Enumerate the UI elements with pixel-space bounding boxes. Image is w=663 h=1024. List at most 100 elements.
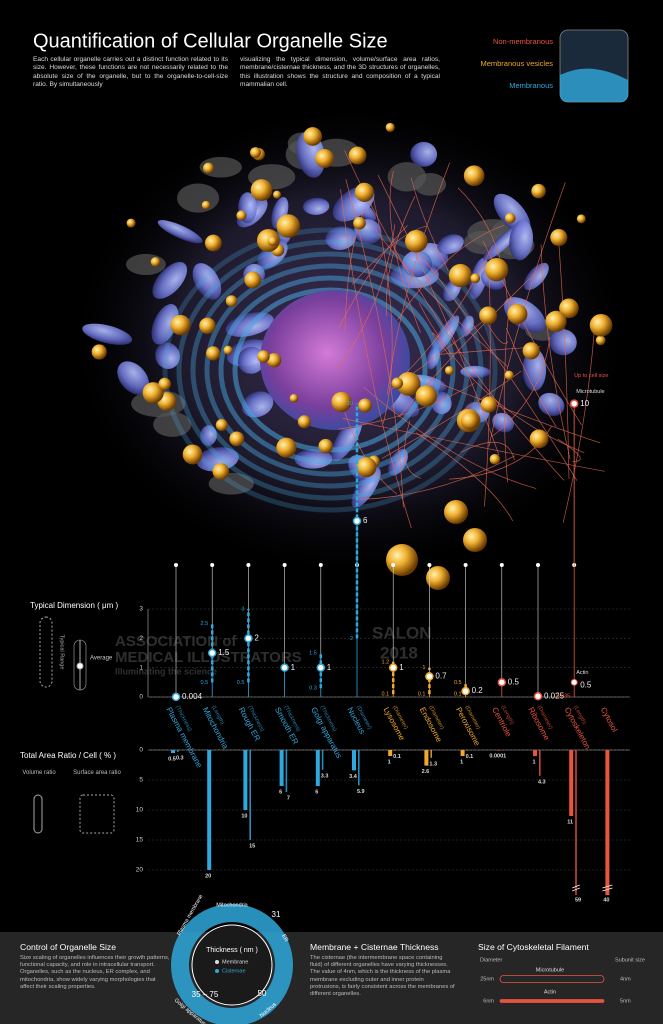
title: Quantification of Cellular Organelle Siz… — [33, 30, 388, 52]
vesicle — [297, 415, 311, 429]
vesicle — [391, 377, 404, 390]
filament — [359, 455, 515, 500]
vesicle — [444, 500, 468, 524]
vesicle — [463, 165, 485, 187]
range-label: 0.1 — [454, 692, 462, 698]
value-label: 1 — [388, 759, 391, 765]
value-label: 7 — [287, 795, 290, 801]
bar — [285, 750, 288, 792]
value-label: 0.7 — [435, 672, 447, 681]
bar — [358, 750, 360, 786]
intro-text: Each cellular organelle carries out a di… — [33, 56, 228, 89]
donut-title: Thickness ( nm ) — [206, 947, 258, 954]
pointer-end — [427, 563, 432, 567]
average-dot — [533, 692, 543, 701]
value-label: 6 — [363, 516, 368, 525]
value-label: 0.0001 — [489, 753, 506, 759]
average-dot — [497, 678, 507, 687]
range-label: 0.035 — [556, 693, 570, 699]
value-label: 11 — [567, 819, 573, 825]
range-label: 1 — [422, 665, 425, 671]
column-label: Diameter — [480, 957, 502, 963]
value-label: 6 — [315, 789, 318, 795]
filament — [413, 246, 578, 481]
value-label: 10 — [580, 399, 589, 408]
vesicle — [244, 271, 262, 289]
organelle-blue — [410, 141, 438, 167]
average-dot — [352, 516, 362, 526]
organelle-blue — [325, 226, 357, 250]
organelle-blue — [117, 361, 150, 395]
organelle-blue — [351, 467, 381, 508]
organelle-grey — [176, 183, 220, 213]
bar — [279, 750, 284, 786]
pointer-end — [536, 563, 540, 567]
filament — [484, 270, 491, 507]
organelle-blue — [237, 346, 265, 374]
vesicle — [595, 335, 606, 346]
value-label: 0.1 — [466, 754, 474, 760]
organelle-grey — [153, 412, 192, 437]
filament — [557, 438, 581, 462]
filament — [557, 228, 570, 479]
chart-title: Total Area Ratio / Cell ( % ) — [20, 751, 116, 760]
y-tick-label: 1 — [139, 664, 143, 671]
vesicle — [504, 212, 516, 224]
bar — [466, 750, 469, 751]
y-tick-label: 0 — [139, 694, 143, 701]
value-label: 59 — [575, 897, 581, 903]
value-label: 20 — [205, 873, 211, 879]
organelle-blue — [196, 447, 239, 472]
organelle-blue — [294, 448, 333, 469]
vesicle — [415, 385, 437, 407]
vesicle — [225, 295, 238, 307]
value-label: 10 — [241, 813, 247, 819]
bar — [315, 750, 320, 786]
pointer-end — [499, 563, 504, 567]
filament — [377, 174, 500, 456]
filament — [397, 224, 505, 320]
vesicle — [182, 444, 203, 465]
legend-surface — [79, 794, 115, 834]
organelle-blue — [303, 197, 330, 215]
legend-label: Surface area ratio — [73, 770, 121, 776]
vesicle — [356, 457, 377, 478]
range-label: 0.1 — [418, 692, 426, 698]
value-label: 0.5 — [168, 756, 176, 762]
organelle-blue — [549, 329, 577, 356]
watermark: SALON — [372, 623, 432, 642]
bar — [207, 750, 212, 870]
column-label: Subunit size — [615, 957, 645, 963]
legend-label: Average — [90, 656, 113, 662]
vesicle — [489, 453, 501, 465]
organelle-blue — [152, 262, 188, 299]
average-dot — [207, 648, 217, 658]
segment-value: 50 — [258, 989, 267, 998]
legend-average-dot — [76, 662, 84, 670]
vesicle — [559, 298, 579, 319]
filament — [432, 332, 451, 358]
value-label: 1 — [327, 663, 332, 672]
watermark: Illuminating the science — [115, 666, 217, 676]
organelle-blue — [155, 342, 180, 369]
actin-dot — [570, 678, 578, 686]
vesicle — [272, 190, 282, 199]
bottom-panel — [0, 932, 663, 1024]
panel-title: Size of Cytoskeletal Filament — [478, 942, 589, 952]
er-cisterna — [162, 227, 498, 513]
vesicle — [199, 317, 216, 334]
filament — [386, 196, 416, 317]
legend-illustration-membrane — [560, 68, 628, 102]
y-tick-label: 0 — [139, 747, 143, 754]
vesicle — [91, 344, 107, 360]
filament — [338, 225, 408, 329]
bar — [394, 750, 396, 751]
panel-text: Size scaling of organelles influences th… — [20, 955, 170, 990]
category-label: Cytosol — [599, 706, 620, 734]
range-label: 1.2 — [382, 659, 390, 665]
value-label: 4.3 — [538, 779, 546, 785]
legend-volume — [33, 794, 43, 834]
filament — [415, 432, 514, 522]
vesicle — [266, 353, 282, 368]
vesicle — [589, 313, 613, 337]
